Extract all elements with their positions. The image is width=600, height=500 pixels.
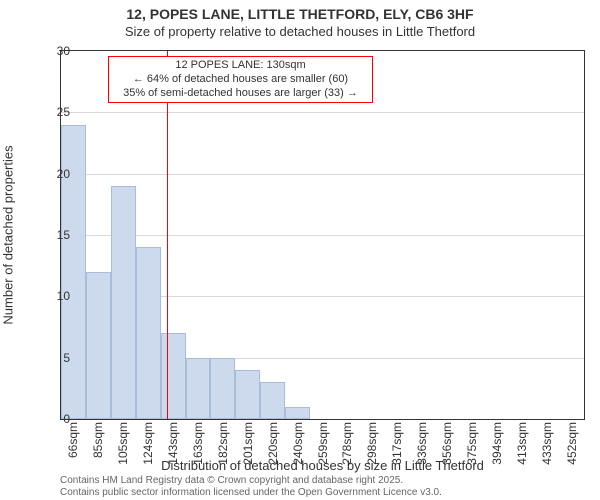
footer-line: Contains HM Land Registry data © Crown c…: [60, 475, 442, 487]
y-tick-label: 20: [40, 167, 70, 181]
x-tick-label: 413sqm: [515, 422, 529, 465]
x-tick-label: 66sqm: [66, 422, 80, 458]
x-tick-label: 375sqm: [465, 422, 479, 465]
plot-area: 12 POPES LANE: 130sqm← 64% of detached h…: [60, 50, 585, 420]
bar: [86, 272, 111, 419]
x-tick-label: 163sqm: [191, 422, 205, 465]
footer-line: Contains public sector information licen…: [60, 487, 442, 499]
x-tick-label: 394sqm: [490, 422, 504, 465]
x-tick-label: 452sqm: [565, 422, 579, 465]
annotation-line: 35% of semi-detached houses are larger (…: [115, 87, 366, 101]
gridline: [61, 235, 584, 236]
bar: [161, 333, 186, 419]
annotation-box: 12 POPES LANE: 130sqm← 64% of detached h…: [108, 56, 373, 103]
gridline: [61, 112, 584, 113]
y-axis-label: Number of detached properties: [1, 145, 16, 324]
annotation-line: ← 64% of detached houses are smaller (60…: [115, 73, 366, 87]
bar: [285, 407, 310, 419]
y-tick-label: 30: [40, 44, 70, 58]
x-tick-label: 259sqm: [316, 422, 330, 465]
bar: [260, 382, 285, 419]
x-tick-label: 85sqm: [91, 422, 105, 458]
x-tick-label: 201sqm: [241, 422, 255, 465]
x-tick-label: 143sqm: [166, 422, 180, 465]
y-tick-label: 25: [40, 105, 70, 119]
x-tick-label: 105sqm: [116, 422, 130, 465]
y-tick-label: 10: [40, 289, 70, 303]
bar: [235, 370, 260, 419]
bar: [210, 358, 235, 419]
x-tick-label: 356sqm: [440, 422, 454, 465]
bar: [136, 247, 161, 419]
annotation-line: 12 POPES LANE: 130sqm: [115, 59, 366, 73]
x-tick-label: 124sqm: [141, 422, 155, 465]
y-tick-label: 15: [40, 228, 70, 242]
chart-subtitle: Size of property relative to detached ho…: [0, 24, 600, 39]
x-tick-label: 278sqm: [340, 422, 354, 465]
bar: [111, 186, 136, 419]
bar: [186, 358, 211, 419]
x-tick-label: 182sqm: [216, 422, 230, 465]
x-tick-label: 220sqm: [266, 422, 280, 465]
chart-title: 12, POPES LANE, LITTLE THETFORD, ELY, CB…: [0, 6, 600, 22]
x-tick-label: 240sqm: [291, 422, 305, 465]
x-tick-label: 433sqm: [540, 422, 554, 465]
chart-root: 12, POPES LANE, LITTLE THETFORD, ELY, CB…: [0, 0, 600, 500]
reference-line: [167, 51, 168, 419]
credits-footer: Contains HM Land Registry data © Crown c…: [60, 475, 442, 498]
x-tick-label: 317sqm: [390, 422, 404, 465]
y-tick-label: 5: [40, 351, 70, 365]
x-tick-label: 298sqm: [365, 422, 379, 465]
x-tick-label: 336sqm: [415, 422, 429, 465]
gridline: [61, 174, 584, 175]
